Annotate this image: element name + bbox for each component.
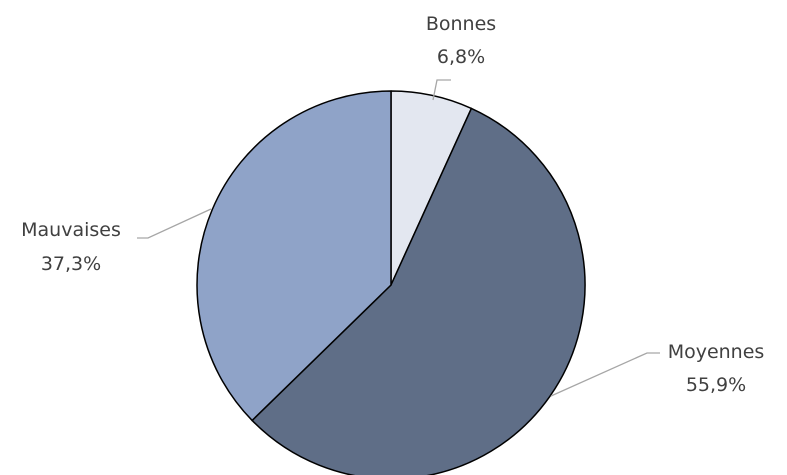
slice-label-moyennes-value: 55,9% bbox=[686, 374, 746, 396]
slices-layer bbox=[196, 90, 586, 475]
leader-line-bonnes bbox=[432, 79, 451, 101]
slice-label-moyennes-name: Moyennes bbox=[668, 341, 765, 363]
slice-label-mauvaises-value: 37,3% bbox=[41, 253, 101, 275]
leader-lines-layer bbox=[137, 79, 660, 397]
data-labels-layer: Bonnes 6,8% Mauvaises 37,3% Moyennes 55,… bbox=[21, 13, 764, 396]
pie-slice-mauvaises bbox=[196, 90, 392, 422]
slice-label-mauvaises-name: Mauvaises bbox=[21, 219, 121, 241]
leader-line-mauvaises bbox=[137, 208, 212, 239]
slice-label-bonnes-name: Bonnes bbox=[426, 13, 496, 35]
leader-line-moyennes bbox=[550, 352, 660, 397]
pie-slice-moyennes bbox=[251, 107, 586, 475]
slice-label-bonnes-value: 6,8% bbox=[437, 46, 485, 68]
